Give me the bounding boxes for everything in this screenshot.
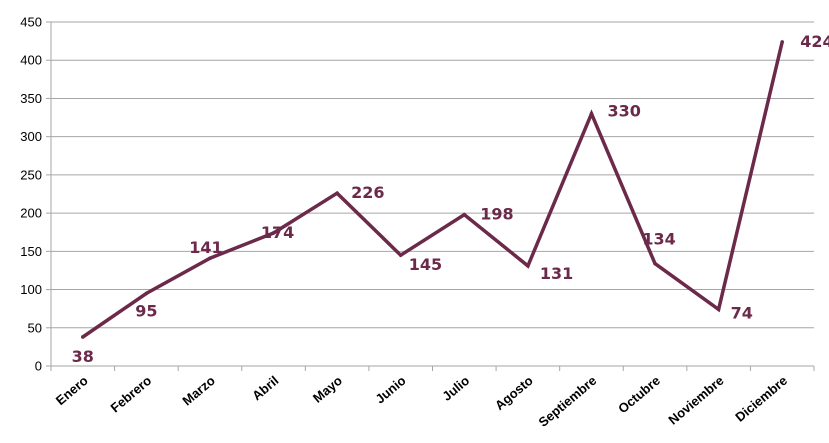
x-tick-label: Julio	[439, 373, 472, 404]
series-line-path	[81, 41, 784, 339]
gridlines	[51, 21, 814, 329]
data-point	[208, 256, 212, 261]
data-label: 330	[607, 102, 640, 121]
data-point	[716, 307, 721, 312]
data-label: 145	[409, 255, 442, 274]
x-tick-label: Marzo	[179, 373, 217, 409]
data-label: 424	[800, 32, 829, 51]
x-tick-label: Junio	[372, 373, 408, 407]
data-point	[462, 212, 467, 217]
y-tick-label: 200	[20, 206, 42, 221]
data-label: 38	[72, 347, 94, 366]
y-tick-label: 250	[20, 167, 42, 182]
x-tick-label: Febrero	[108, 373, 155, 416]
y-tick-label: 300	[20, 129, 42, 144]
y-tick-label: 0	[35, 359, 42, 374]
x-tick-label: Noviembre	[665, 373, 726, 428]
data-point	[398, 253, 403, 257]
y-tick-label: 450	[20, 15, 42, 30]
x-axis: Enero Febrero Marzo Abril Mayo Junio Julio Agos…	[50, 365, 815, 430]
x-tick-label: Mayo	[310, 373, 345, 406]
data-label: 226	[351, 183, 384, 202]
data-labels: 38 95 141 174 226 145 198 131 330 134 74 424	[72, 32, 829, 366]
data-label: 95	[135, 301, 157, 320]
y-tick-label: 350	[20, 91, 42, 106]
data-label: 131	[540, 264, 573, 283]
x-tick-label: Abril	[249, 373, 281, 404]
y-tick-label: 50	[28, 320, 42, 335]
data-label: 134	[642, 230, 675, 249]
series-line	[80, 40, 785, 339]
data-point	[144, 291, 149, 296]
data-point	[271, 231, 276, 235]
y-axis: 0 50 100 150 200 250 300 350 400 450	[20, 15, 52, 374]
data-point	[589, 111, 594, 116]
data-point	[653, 261, 657, 266]
x-tick-label: Septiembre	[535, 373, 599, 430]
data-point	[526, 264, 530, 268]
y-tick-label: 400	[20, 53, 42, 68]
data-label: 141	[189, 238, 222, 257]
x-tick-label: Octubre	[615, 373, 663, 417]
data-label: 174	[261, 223, 294, 242]
x-tick-label: Diciembre	[732, 373, 790, 425]
data-point	[80, 335, 85, 339]
data-point	[335, 191, 339, 196]
x-tick-label: Enero	[53, 373, 91, 408]
data-point	[780, 40, 785, 44]
y-tick-label: 100	[20, 282, 42, 297]
data-label: 74	[731, 303, 753, 322]
data-label: 198	[480, 205, 513, 224]
x-tick-label: Agosto	[492, 373, 536, 413]
y-tick-label: 150	[20, 244, 42, 259]
